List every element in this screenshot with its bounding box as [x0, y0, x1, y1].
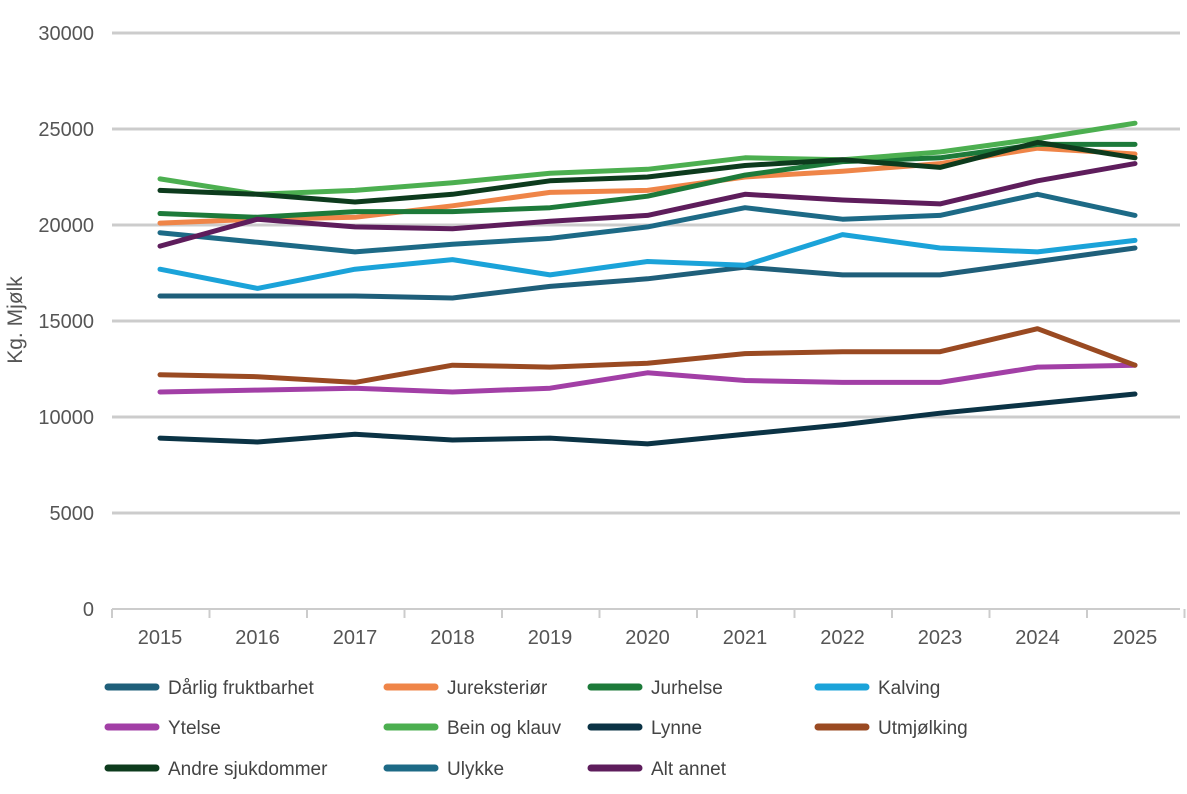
- legend-item: Alt annet: [587, 759, 727, 780]
- x-tick-label: 2015: [138, 627, 183, 649]
- legend-item: Jurhelse: [587, 678, 723, 699]
- legend-item: Bein og klauv: [383, 718, 562, 739]
- x-tick-label: 2021: [723, 627, 768, 649]
- series-line: [157, 191, 1138, 255]
- legend-label: Utmjølking: [878, 718, 968, 739]
- series-lines: [157, 120, 1138, 447]
- x-tick-label: 2018: [430, 627, 475, 649]
- x-tick-label: 2020: [625, 627, 670, 649]
- x-tick-label: 2025: [1113, 627, 1158, 649]
- legend-item: Ulykke: [383, 759, 504, 780]
- x-axis-ticks: 2015 2016 2017 2018 2019 2020 2021 2022 2023 2024…: [138, 627, 1158, 649]
- legend-label: Kalving: [878, 678, 940, 699]
- x-tick-label: 2024: [1015, 627, 1060, 649]
- legend-item: Utmjølking: [814, 718, 968, 739]
- gridlines: [112, 31, 1180, 515]
- series-line: [157, 245, 1138, 301]
- legend-item: Lynne: [587, 718, 702, 739]
- x-tick-label: 2016: [235, 627, 280, 649]
- y-axis-title: Kg. Mjølk: [4, 276, 27, 364]
- x-axis: [111, 608, 1186, 618]
- y-tick-label: 30000: [38, 23, 94, 45]
- series-line: [157, 326, 1138, 385]
- series-line: [157, 139, 1138, 205]
- legend-item: Jureksteriør: [383, 678, 548, 699]
- legend-label: Lynne: [651, 718, 702, 739]
- x-tick-label: 2019: [528, 627, 573, 649]
- legend-label: Dårlig fruktbarhet: [168, 678, 314, 699]
- legend-label: Andre sjukdommer: [168, 759, 328, 780]
- legend-item: Dårlig fruktbarhet: [104, 678, 314, 699]
- legend-item: Ytelse: [104, 718, 221, 739]
- legend-label: Bein og klauv: [447, 718, 562, 739]
- y-tick-label: 20000: [38, 215, 94, 237]
- y-tick-label: 5000: [50, 503, 95, 525]
- series-line: [157, 145, 1138, 226]
- legend-label: Ulykke: [447, 759, 504, 780]
- y-tick-label: 15000: [38, 311, 94, 333]
- series-line: [157, 141, 1138, 220]
- legend-item: Kalving: [814, 678, 940, 699]
- legend-label: Jureksteriør: [447, 678, 548, 699]
- y-tick-label: 0: [83, 599, 94, 621]
- legend-label: Ytelse: [168, 718, 221, 739]
- x-tick-label: 2023: [918, 627, 963, 649]
- legend-item: Andre sjukdommer: [104, 759, 328, 780]
- y-tick-label: 25000: [38, 119, 94, 141]
- x-tick-label: 2022: [820, 627, 865, 649]
- x-tick-label: 2017: [333, 627, 378, 649]
- series-line: [157, 232, 1138, 291]
- legend-label: Jurhelse: [651, 678, 723, 699]
- series-line: [157, 161, 1138, 249]
- legend-label: Alt annet: [651, 759, 727, 780]
- series-line: [157, 391, 1138, 447]
- legend: Dårlig fruktbarhet Jureksteriør Jurhelse Ka…: [104, 678, 968, 780]
- y-axis-ticks: 0 5000 10000 15000 20000 25000 30000: [38, 23, 94, 621]
- y-tick-label: 10000: [38, 407, 94, 429]
- series-line: [157, 120, 1138, 197]
- series-line: [157, 362, 1138, 395]
